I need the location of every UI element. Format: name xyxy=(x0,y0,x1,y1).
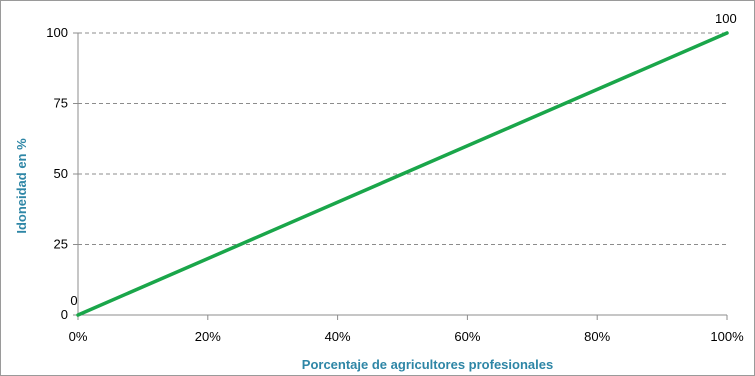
y-tick-label-25: 25 xyxy=(54,237,68,252)
tick-labels: 0 25 50 75 100 0% 20% 40% 60% 80% 100% xyxy=(46,25,744,344)
data-label-100: 100 xyxy=(715,11,737,26)
x-tick-label-60%: 60% xyxy=(454,329,480,344)
axes xyxy=(73,32,728,320)
x-tick-label-20%: 20% xyxy=(195,329,221,344)
y-tick-label-0: 0 xyxy=(61,307,68,322)
x-tick-label-40%: 40% xyxy=(325,329,351,344)
x-tick-label-80%: 80% xyxy=(584,329,610,344)
gridlines xyxy=(78,32,727,245)
series-group xyxy=(76,31,729,317)
data-labels: 0 100 xyxy=(70,11,736,308)
y-tick-label-100: 100 xyxy=(46,25,68,40)
x-axis-title: Porcentaje de agricultores profesionales xyxy=(302,357,553,372)
series-line-0 xyxy=(76,31,729,317)
x-tick-label-0%: 0% xyxy=(69,329,88,344)
x-tick-label-100%: 100% xyxy=(710,329,744,344)
y-tick-label-75: 75 xyxy=(54,96,68,111)
y-tick-label-50: 50 xyxy=(54,166,68,181)
y-axis-title: Idoneidad en % xyxy=(14,138,29,234)
data-label-0: 0 xyxy=(70,293,77,308)
